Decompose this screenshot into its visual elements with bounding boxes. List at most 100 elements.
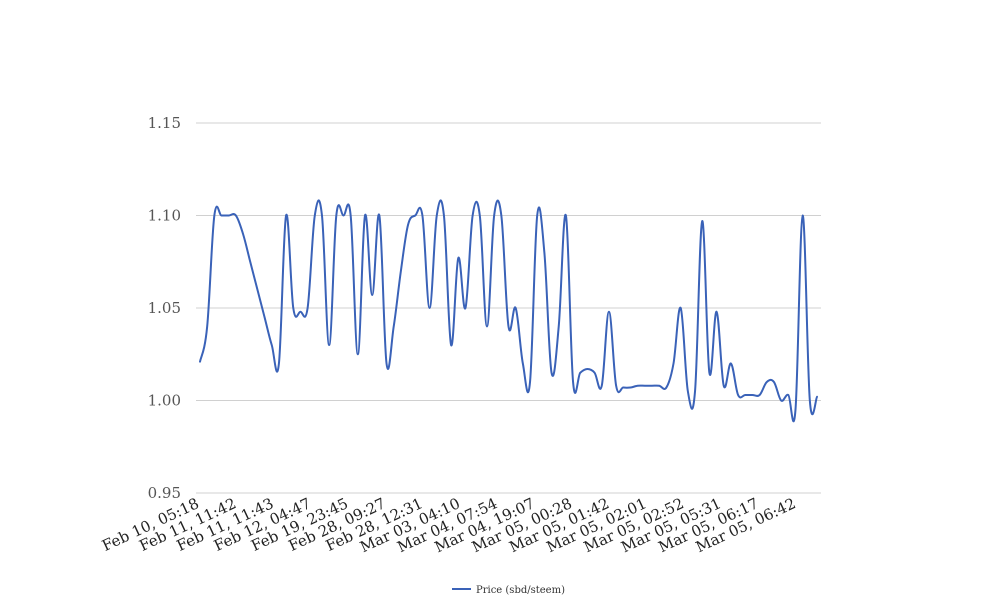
data-point	[463, 306, 467, 310]
data-point	[628, 386, 632, 390]
data-point	[571, 380, 575, 384]
data-point	[765, 380, 769, 384]
data-point	[564, 214, 568, 218]
data-point	[707, 371, 711, 375]
data-point	[377, 214, 381, 218]
y-tick-label: 1.05	[148, 299, 181, 317]
data-point	[341, 214, 345, 218]
data-point	[320, 214, 324, 218]
data-point	[808, 399, 812, 403]
data-point	[507, 325, 511, 329]
data-point	[578, 371, 582, 375]
data-point	[306, 306, 310, 310]
data-point	[607, 310, 611, 314]
data-point	[528, 380, 532, 384]
series-layer	[198, 199, 819, 423]
legend: Price (sbd/steem)	[452, 585, 565, 596]
data-point	[621, 386, 625, 390]
data-point	[672, 362, 676, 366]
data-point	[557, 325, 561, 329]
data-point	[370, 293, 374, 297]
data-point	[334, 214, 338, 218]
data-point	[772, 380, 776, 384]
data-point	[722, 384, 726, 388]
data-point	[550, 371, 554, 375]
data-point	[729, 362, 733, 366]
data-point	[241, 232, 245, 236]
data-point	[449, 343, 453, 347]
data-point	[693, 389, 697, 393]
data-point	[593, 371, 597, 375]
data-point	[406, 223, 410, 227]
data-point	[363, 214, 367, 218]
data-point	[255, 288, 259, 292]
data-point	[399, 269, 403, 273]
data-point	[801, 214, 805, 218]
data-point	[392, 325, 396, 329]
y-axis-ticks: 0.95 1.00 1.05 1.10 1.15	[148, 114, 181, 502]
data-point	[614, 384, 618, 388]
data-point	[786, 393, 790, 397]
data-point	[220, 214, 224, 218]
data-point	[413, 214, 417, 218]
y-tick-label: 1.15	[148, 114, 181, 132]
data-point	[205, 325, 209, 329]
data-point	[263, 315, 267, 319]
data-point	[420, 214, 424, 218]
y-tick-label: 0.95	[148, 484, 181, 502]
data-point	[492, 214, 496, 218]
data-point	[471, 214, 475, 218]
data-point	[478, 214, 482, 218]
data-point	[485, 325, 489, 329]
data-point	[643, 384, 647, 388]
data-point	[521, 362, 525, 366]
data-point	[234, 214, 238, 218]
data-point	[535, 214, 539, 218]
data-point	[327, 343, 331, 347]
data-point	[428, 306, 432, 310]
data-point	[700, 219, 704, 223]
gridlines	[196, 122, 821, 494]
data-point	[600, 384, 604, 388]
data-point	[435, 214, 439, 218]
data-point	[542, 251, 546, 255]
data-point	[313, 214, 317, 218]
data-point	[270, 343, 274, 347]
data-point	[679, 306, 683, 310]
data-point	[385, 362, 389, 366]
data-point	[715, 310, 719, 314]
data-point	[298, 310, 302, 314]
data-point	[657, 384, 661, 388]
data-point	[750, 393, 754, 397]
data-point	[277, 362, 281, 366]
data-point	[284, 214, 288, 218]
data-point	[636, 384, 640, 388]
data-point	[743, 393, 747, 397]
data-point	[758, 393, 762, 397]
data-point	[779, 399, 783, 403]
data-point	[248, 260, 252, 264]
data-point	[456, 256, 460, 260]
data-point	[349, 214, 353, 218]
data-point	[291, 306, 295, 310]
legend-label: Price (sbd/steem)	[476, 585, 565, 596]
data-point	[442, 214, 446, 218]
series-line-price	[199, 199, 818, 423]
data-point	[227, 214, 231, 218]
data-point	[212, 214, 216, 218]
data-point	[736, 393, 740, 397]
data-point	[585, 367, 589, 371]
data-point	[664, 386, 668, 390]
data-point	[514, 306, 518, 310]
data-point	[499, 214, 503, 218]
data-point	[793, 408, 797, 412]
y-tick-label: 1.10	[148, 207, 181, 225]
data-point	[650, 384, 654, 388]
y-tick-label: 1.00	[148, 392, 181, 410]
data-point	[815, 395, 819, 399]
data-point	[356, 352, 360, 356]
data-point	[686, 389, 690, 393]
data-point	[198, 360, 202, 364]
